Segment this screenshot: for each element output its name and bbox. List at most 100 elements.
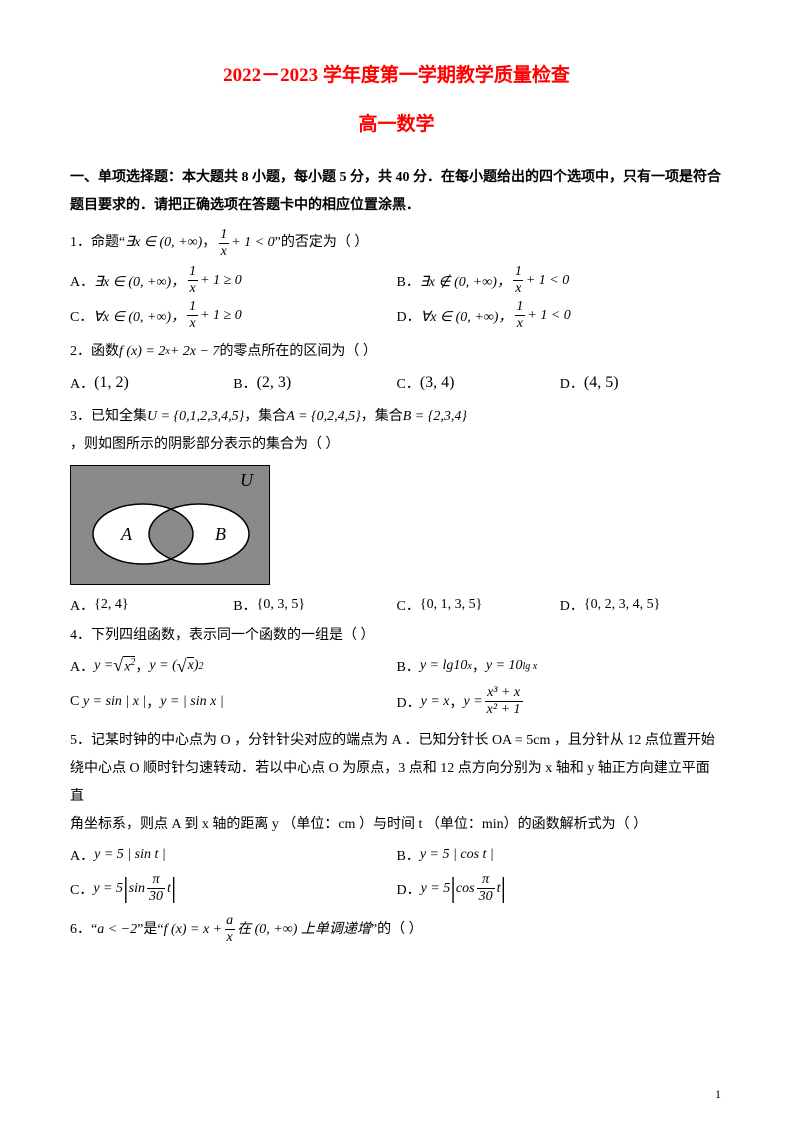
q5-l2: 绕中心点 O 顺时针匀速转动．若以中心点 O 为原点，3 点和 12 点方向分别…: [70, 761, 710, 804]
q5d-den: 30: [477, 888, 495, 904]
q3a-l: A．: [70, 595, 94, 615]
q4a-y1: y =: [94, 658, 113, 674]
q5-l1: 5．记某时钟的中心点为 O ，分针针尖对应的端点为 A ．已知分针长 OA = …: [70, 733, 715, 748]
q5b-l: B．: [397, 845, 420, 865]
q3-opt-c: C．{0, 1, 3, 5}: [397, 595, 560, 615]
q5b-m: y = 5 | cos t |: [420, 847, 494, 863]
q3c-l: C．: [397, 595, 420, 615]
q5-l3: 角坐标系，则点 A 到 x 轴的距离 y （单位：cm ）与时间 t （单位：m…: [70, 817, 647, 832]
q6-fx: f (x) = x +: [164, 919, 223, 941]
title-sub: 高一数学: [70, 109, 723, 136]
q5a-m: y = 5 | sin t |: [94, 847, 166, 863]
q5c-pre: y = 5: [93, 881, 123, 897]
q5-opt-d: D． y = 5 | cos π30 t |: [397, 873, 724, 904]
section-1-heading: 一、单项选择题：本大题共 8 小题，每小题 5 分，共 40 分．在每小题给出的…: [70, 164, 723, 220]
q2-opt-d: D．(4, 5): [560, 373, 723, 393]
q1-opt-d-tail: + 1 < 0: [527, 308, 570, 324]
q1-opt-b: B． ∃x ∉ (0, +∞)， 1x + 1 < 0: [397, 265, 724, 296]
venn-svg: A B: [71, 466, 271, 586]
q6-mid: ”是“: [137, 919, 163, 941]
q4b-exp2: lg x: [523, 661, 538, 672]
q1d-num: 1: [514, 300, 525, 315]
q1-opt-b-math: ∃x ∉ (0, +∞)，: [420, 271, 511, 291]
q5-opt-c: C． y = 5 | sin π30 t |: [70, 873, 397, 904]
q4b-l: B．: [397, 656, 420, 676]
q1a-num: 1: [187, 265, 198, 280]
q3b-v: {0, 3, 5}: [257, 597, 305, 613]
q1-frac-num: 1: [218, 228, 229, 243]
q4d-den: x² + 1: [485, 701, 523, 717]
q3-b: B = {2,3,4}: [403, 403, 467, 431]
q1b-den: x: [513, 280, 523, 296]
q1-ineq: + 1 < 0: [231, 232, 274, 254]
q5d-pre: y = 5: [421, 881, 451, 897]
q3-s3: ，集合: [361, 403, 403, 431]
q2-stem: 2．函数: [70, 341, 119, 363]
q3-s2: ，集合: [244, 403, 286, 431]
q2b-v: (2, 3): [257, 374, 292, 392]
q2c-l: C．: [397, 373, 420, 393]
q1-opt-d: D． ∀x ∈ (0, +∞)， 1x + 1 < 0: [397, 300, 724, 331]
q3-u: U = {0,1,2,3,4,5}: [147, 403, 244, 431]
q1-opt-a-label: A．: [70, 271, 94, 291]
q3b-l: B．: [233, 595, 256, 615]
q2d-l: D．: [560, 373, 584, 393]
q3-opt-d: D．{0, 2, 3, 4, 5}: [560, 595, 723, 615]
q3-s1: 3．已知全集: [70, 403, 147, 431]
q4c-l: C: [70, 694, 79, 710]
q3-s4: ，则如图所示的阴影部分表示的集合为（ ）: [70, 431, 340, 459]
q1-opt-d-label: D．: [397, 306, 421, 326]
q5d-l: D．: [397, 879, 421, 899]
q4d-l: D．: [397, 692, 421, 712]
q4b-sep: ，: [472, 656, 486, 676]
q3-opt-a: A．{2, 4}: [70, 595, 233, 615]
q5-opt-b: B． y = 5 | cos t |: [397, 845, 724, 865]
q4b-y2: y = 10: [486, 658, 523, 674]
q1-exists: ∃x ∈ (0, +∞): [125, 232, 202, 254]
q3-opt-b: B．{0, 3, 5}: [233, 595, 396, 615]
q5d-num: π: [480, 873, 491, 888]
q2-opt-b: B．(2, 3): [233, 373, 396, 393]
q1-opt-a-tail: + 1 ≥ 0: [200, 273, 242, 289]
q1c-num: 1: [187, 300, 198, 315]
q3c-v: {0, 1, 3, 5}: [420, 597, 482, 613]
q3a-v: {2, 4}: [94, 597, 128, 613]
q3d-l: D．: [560, 595, 584, 615]
q4b-y1: y = lg10: [420, 658, 468, 674]
q2-tail2: 的零点所在的区间为（ ）: [219, 341, 377, 363]
q1a-den: x: [188, 280, 198, 296]
question-3: 3．已知全集 U = {0,1,2,3,4,5} ，集合 A = {0,2,4,…: [70, 403, 723, 615]
q1-opt-c-math: ∀x ∈ (0, +∞)，: [93, 306, 185, 326]
q5d-cos: cos: [456, 881, 475, 897]
q1-stem-tail: ”的否定为（ ）: [275, 232, 369, 254]
q2c-v: (3, 4): [420, 374, 455, 392]
q2-tail1: + 2x − 7: [170, 341, 220, 363]
q1-opt-c: C． ∀x ∈ (0, +∞)， 1x + 1 ≥ 0: [70, 300, 397, 331]
q2d-v: (4, 5): [584, 374, 619, 392]
q4a-sep: ，: [135, 656, 149, 676]
q4c-y2: y = | sin x |: [160, 694, 223, 710]
venn-a-label: A: [120, 524, 133, 544]
question-6: 6．“ a < −2 ”是“ f (x) = x + ax 在 (0, +∞) …: [70, 914, 723, 945]
q5c-sin: sin: [129, 881, 145, 897]
q4c-sep: ，: [146, 692, 160, 712]
q1b-num: 1: [513, 265, 524, 280]
q4a-rad2: x: [187, 657, 194, 675]
q1-opt-a-math: ∃x ∈ (0, +∞)，: [94, 271, 185, 291]
q5c-num: π: [150, 873, 161, 888]
q6-pre: 6．“: [70, 919, 97, 941]
q5a-l: A．: [70, 845, 94, 865]
q1c-den: x: [187, 315, 197, 331]
q4-stem: 4．下列四组函数，表示同一个函数的一组是（ ）: [70, 625, 375, 647]
q6-num: a: [224, 914, 235, 929]
q1-frac: 1 x: [218, 228, 229, 259]
q4d-sep: ，: [450, 692, 464, 712]
q6-t1: 在 (0, +∞) 上单调递增: [237, 919, 371, 941]
sqrt-icon-2: √x: [177, 657, 194, 675]
q4-opt-a: A． y = √x2 ， y = ( √x )2: [70, 656, 397, 676]
q6-den: x: [225, 929, 235, 945]
venn-b-label: B: [215, 524, 226, 544]
q4d-pre: y =: [464, 694, 483, 710]
q6-t2: ”的（ ）: [371, 919, 423, 941]
question-5: 5．记某时钟的中心点为 O ，分针针尖对应的端点为 A ．已知分针长 OA = …: [70, 727, 723, 904]
